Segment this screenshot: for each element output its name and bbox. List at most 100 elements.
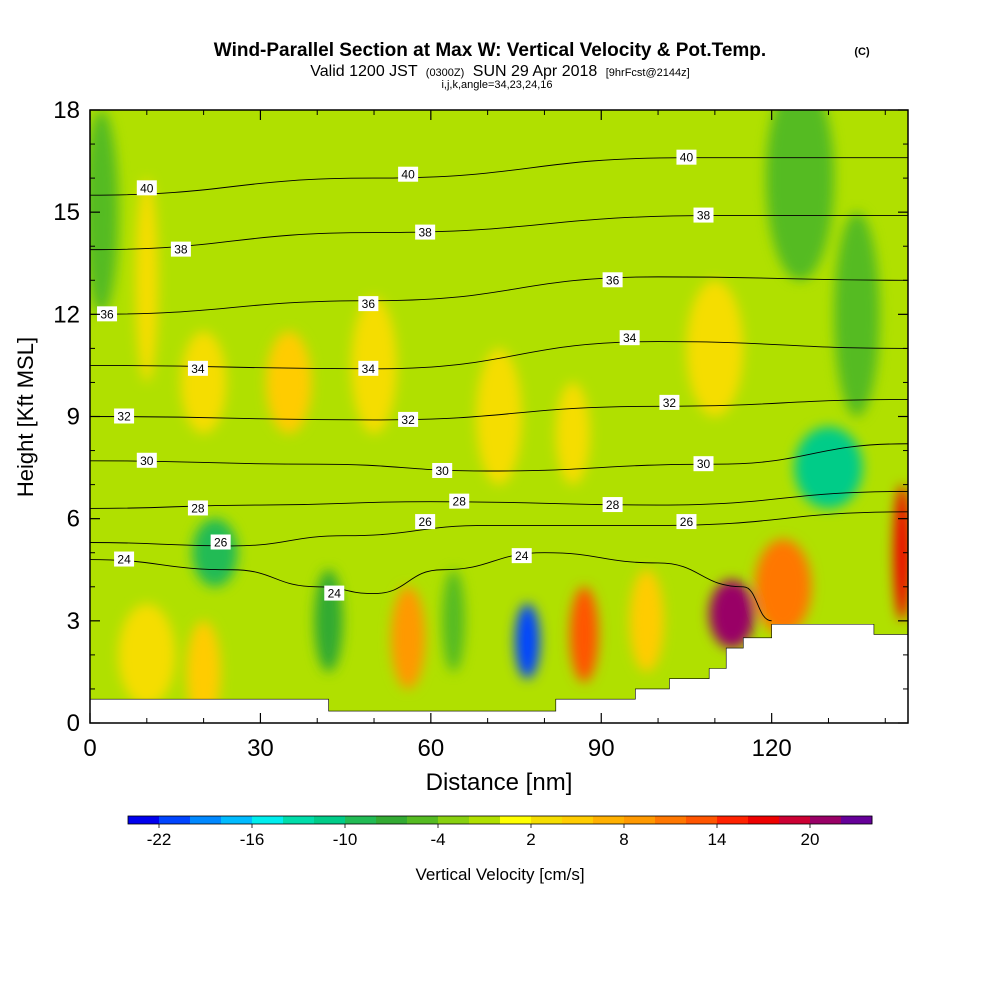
contour-label-box (415, 514, 436, 530)
x-axis-label: Distance [nm] (426, 769, 573, 796)
colorbar-swatch (748, 816, 780, 824)
colorbar-swatch (128, 816, 160, 824)
theta-contour-24 (90, 552, 772, 622)
theta-contour-34 (90, 341, 908, 370)
contour-label-text: 24 (328, 587, 342, 601)
title-unit: (C) (854, 46, 870, 58)
y-tick-label: 12 (53, 301, 80, 328)
contour-label: 34 (187, 360, 208, 376)
contour-label-text: 36 (362, 297, 376, 311)
colorbar-tick-label: 2 (526, 830, 535, 849)
colorbar-swatch (469, 816, 501, 824)
contour-label-text: 38 (174, 243, 188, 257)
contour-label: 38 (170, 241, 191, 257)
contour-label: 28 (187, 500, 208, 516)
contour-label-box (358, 360, 379, 376)
colorbar-tick-label: 8 (619, 830, 628, 849)
contour-label: 24 (324, 585, 345, 601)
contour-label-box (659, 394, 680, 410)
colorbar-swatch (686, 816, 718, 824)
contour-label-box (187, 500, 208, 516)
subtitle-date: SUN 29 Apr 2018 (473, 63, 598, 80)
contour-label-text: 32 (663, 396, 677, 410)
velocity-cell (186, 620, 221, 723)
colorbar-tick-label: -22 (147, 830, 172, 849)
colorbar-swatch (190, 816, 222, 824)
contour-label-text: 30 (697, 457, 711, 471)
colorbar-swatch (221, 816, 253, 824)
x-tick-label: 0 (83, 735, 96, 762)
y-tick-label: 18 (53, 97, 80, 124)
velocity-cell (765, 110, 835, 281)
x-tick-label: 90 (588, 735, 615, 762)
colorbar-label: Vertical Velocity [cm/s] (415, 865, 584, 884)
contour-label-box (676, 149, 697, 165)
contour-label: 24 (114, 551, 135, 567)
contour-label-box (398, 166, 419, 182)
contour-label-box (136, 180, 157, 196)
contour-label-text: 40 (140, 181, 154, 195)
colorbar-tick-label: 14 (708, 830, 727, 849)
contour-label-box (602, 272, 623, 288)
contour-label-text: 36 (606, 273, 620, 287)
contour-label-box (210, 534, 231, 550)
theta-contour-38 (90, 215, 908, 251)
contour-label: 32 (659, 394, 680, 410)
colorbar-tick-label: -16 (240, 830, 265, 849)
velocity-cell (709, 579, 755, 649)
contour-label-box (324, 585, 345, 601)
velocity-cell (629, 569, 664, 672)
subtitle-valid: Valid 1200 JST (310, 63, 418, 80)
subtitle-forecast: [9hrFcst@2144z] (606, 67, 690, 79)
velocity-cell (135, 178, 159, 383)
terrain-fill (90, 623, 908, 723)
y-axis-label: Height [Kft MSL] (13, 337, 38, 497)
contour-label: 32 (398, 411, 419, 427)
contour-label-text: 24 (117, 553, 131, 567)
contour-label-box (187, 360, 208, 376)
colorbar-swatch (407, 816, 439, 824)
contour-label-text: 34 (191, 362, 205, 376)
contour-label: 24 (511, 548, 532, 564)
contour-label-box (432, 462, 453, 478)
colorbar-swatch (624, 816, 656, 824)
y-tick-label: 15 (53, 199, 80, 226)
contour-label: 36 (358, 296, 379, 312)
colorbar-swatch (841, 816, 873, 824)
subtitle: Valid 1200 JST (0300Z) SUN 29 Apr 2018 [… (310, 63, 689, 80)
colorbar-swatch (810, 816, 842, 824)
y-tick-label: 9 (67, 404, 80, 431)
contour-label: 32 (114, 408, 135, 424)
contour-label: 26 (210, 534, 231, 550)
contour-label-text: 40 (401, 168, 415, 182)
contour-label-text: 26 (418, 515, 432, 529)
colorbar-frame (127, 815, 873, 825)
contour-label: 26 (415, 514, 436, 530)
subtitle-zulu: (0300Z) (426, 67, 465, 79)
terrain (90, 623, 908, 723)
contour-label-box (398, 411, 419, 427)
colorbar-swatch (438, 816, 470, 824)
velocity-cell (476, 348, 522, 485)
contour-label: 30 (693, 456, 714, 472)
contour-label: 28 (602, 497, 623, 513)
contour-label: 36 (97, 306, 118, 322)
contour-label: 30 (136, 452, 157, 468)
x-tick-label: 30 (247, 735, 274, 762)
contour-label-text: 30 (140, 454, 154, 468)
contour-label-text: 36 (100, 307, 114, 321)
contour-label: 36 (602, 272, 623, 288)
contour-label-box (136, 452, 157, 468)
contour-label-box (170, 241, 191, 257)
colorbar-swatch (500, 816, 532, 824)
contour-label-text: 34 (362, 362, 376, 376)
contour-label-box (449, 493, 470, 509)
velocity-cell (754, 539, 812, 635)
contour-labels: 40 40 40 38 38 38 36 36 36 34 34 34 32 32 32 30 30 30 28 28… (97, 149, 714, 601)
chart-title: Wind-Parallel Section at Max W: Vertical… (214, 40, 766, 61)
contour-label: 34 (619, 330, 640, 346)
y-tick-label: 6 (67, 506, 80, 533)
contour-label-box (97, 306, 118, 322)
contour-label-text: 26 (214, 536, 228, 550)
